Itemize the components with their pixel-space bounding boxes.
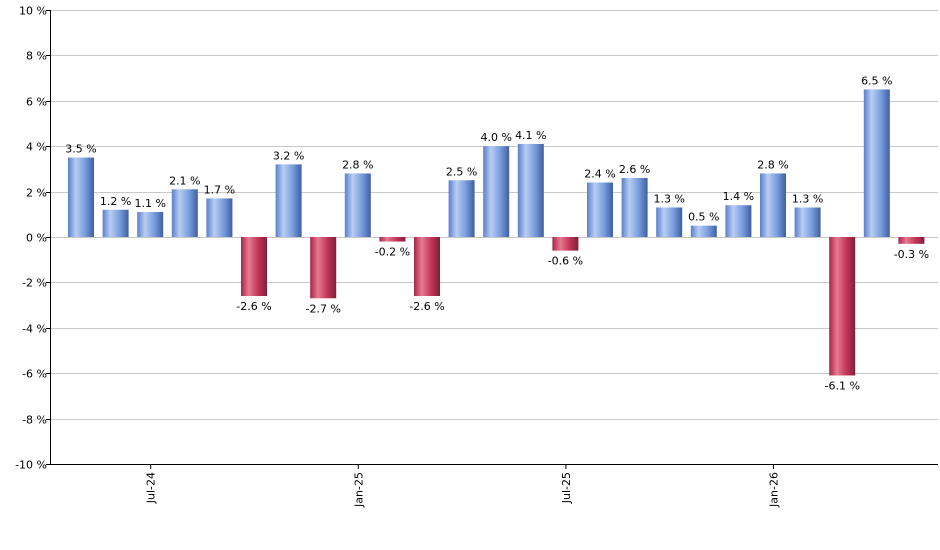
bar-positive bbox=[725, 205, 752, 237]
bar-positive bbox=[760, 173, 786, 237]
bar-negative bbox=[310, 237, 337, 299]
bar-value-label: 0.5 % bbox=[688, 211, 719, 224]
y-tick-label: 0 % bbox=[26, 232, 47, 245]
x-tick-label: Jul-24 bbox=[145, 472, 158, 504]
bar-value-label: 2.8 % bbox=[342, 158, 373, 171]
y-tick-label: 6 % bbox=[26, 96, 47, 109]
bar-value-label: 2.8 % bbox=[757, 158, 788, 171]
bar-negative bbox=[552, 237, 579, 251]
bar-positive bbox=[483, 146, 510, 237]
bar-positive bbox=[448, 180, 475, 237]
x-tick-label: Jul-25 bbox=[560, 472, 573, 504]
bar-positive bbox=[621, 177, 648, 237]
bar-value-label: -0.6 % bbox=[548, 255, 583, 268]
bar-value-label: 6.5 % bbox=[861, 74, 892, 87]
y-tick-label: 2 % bbox=[26, 187, 47, 200]
bar-positive bbox=[68, 157, 94, 237]
y-tick-label: 4 % bbox=[26, 141, 47, 154]
bar-positive bbox=[794, 207, 821, 237]
bar-value-label: 2.6 % bbox=[619, 163, 650, 176]
axes bbox=[50, 10, 938, 465]
bar-positive bbox=[587, 182, 613, 237]
bar-negative bbox=[829, 237, 856, 376]
bar-value-label: -0.3 % bbox=[894, 248, 929, 261]
bar-value-label: 1.4 % bbox=[723, 190, 754, 203]
bar-value-label: 3.5 % bbox=[65, 143, 96, 156]
bar-value-label: 4.0 % bbox=[480, 131, 511, 144]
bar-positive bbox=[863, 89, 890, 237]
bar-negative bbox=[379, 237, 406, 242]
bar-positive bbox=[171, 189, 198, 237]
bar-positive bbox=[517, 143, 544, 237]
bar-value-label: 3.2 % bbox=[273, 149, 304, 162]
bar-value-label: -0.2 % bbox=[375, 246, 410, 259]
bars bbox=[68, 89, 925, 376]
bar-positive bbox=[206, 198, 233, 237]
bar-value-label: -2.6 % bbox=[236, 300, 271, 313]
bar-value-label: 1.2 % bbox=[100, 195, 131, 208]
bar-positive bbox=[137, 212, 164, 237]
bar-value-label: 1.7 % bbox=[204, 183, 235, 196]
y-tick-label: -4 % bbox=[22, 323, 47, 336]
bar-value-label: 2.1 % bbox=[169, 174, 200, 187]
bar-value-label: -6.1 % bbox=[824, 379, 859, 392]
bar-value-label: -2.6 % bbox=[409, 300, 444, 313]
y-tick-label: 10 % bbox=[19, 5, 47, 18]
y-tick-label: 8 % bbox=[26, 50, 47, 63]
bar-value-label: 1.1 % bbox=[134, 197, 165, 210]
bar-value-label: -2.7 % bbox=[305, 302, 340, 315]
bar-positive bbox=[102, 209, 129, 237]
bar-value-label: 2.5 % bbox=[446, 165, 477, 178]
y-tick-label: -8 % bbox=[22, 414, 47, 427]
bar-value-label: 2.4 % bbox=[584, 168, 615, 181]
bar-positive bbox=[656, 207, 683, 237]
bar-positive bbox=[344, 173, 371, 237]
bar-positive bbox=[690, 225, 717, 237]
x-axis-tick-labels: Jul-24 Jan-25 Jul-25 Jan-26 bbox=[145, 464, 781, 508]
bar-value-label: 4.1 % bbox=[515, 129, 546, 142]
gridlines bbox=[50, 10, 938, 465]
y-tick-label: -10 % bbox=[15, 459, 47, 472]
y-axis-tick-labels: 10 % 8 % 6 % 4 % 2 % 0 % -2 % -4 % -6 % -8 % -10 % bbox=[15, 5, 50, 472]
bar-positive bbox=[275, 164, 302, 237]
x-tick-label: Jan-26 bbox=[768, 472, 781, 508]
data-labels: 3.5 % 1.2 % 1.1 % 2.1 % 1.7 % -2.6 % 3.2 % -2.7… bbox=[65, 74, 929, 392]
bar-negative bbox=[241, 237, 267, 297]
bar-value-label: 1.3 % bbox=[653, 192, 684, 205]
y-tick-label: -6 % bbox=[22, 368, 47, 381]
bar-negative bbox=[898, 237, 925, 244]
y-tick-label: -2 % bbox=[22, 277, 47, 290]
bar-value-label: 1.3 % bbox=[792, 192, 823, 205]
x-tick-label: Jan-25 bbox=[352, 472, 365, 508]
bar-negative bbox=[414, 237, 440, 297]
